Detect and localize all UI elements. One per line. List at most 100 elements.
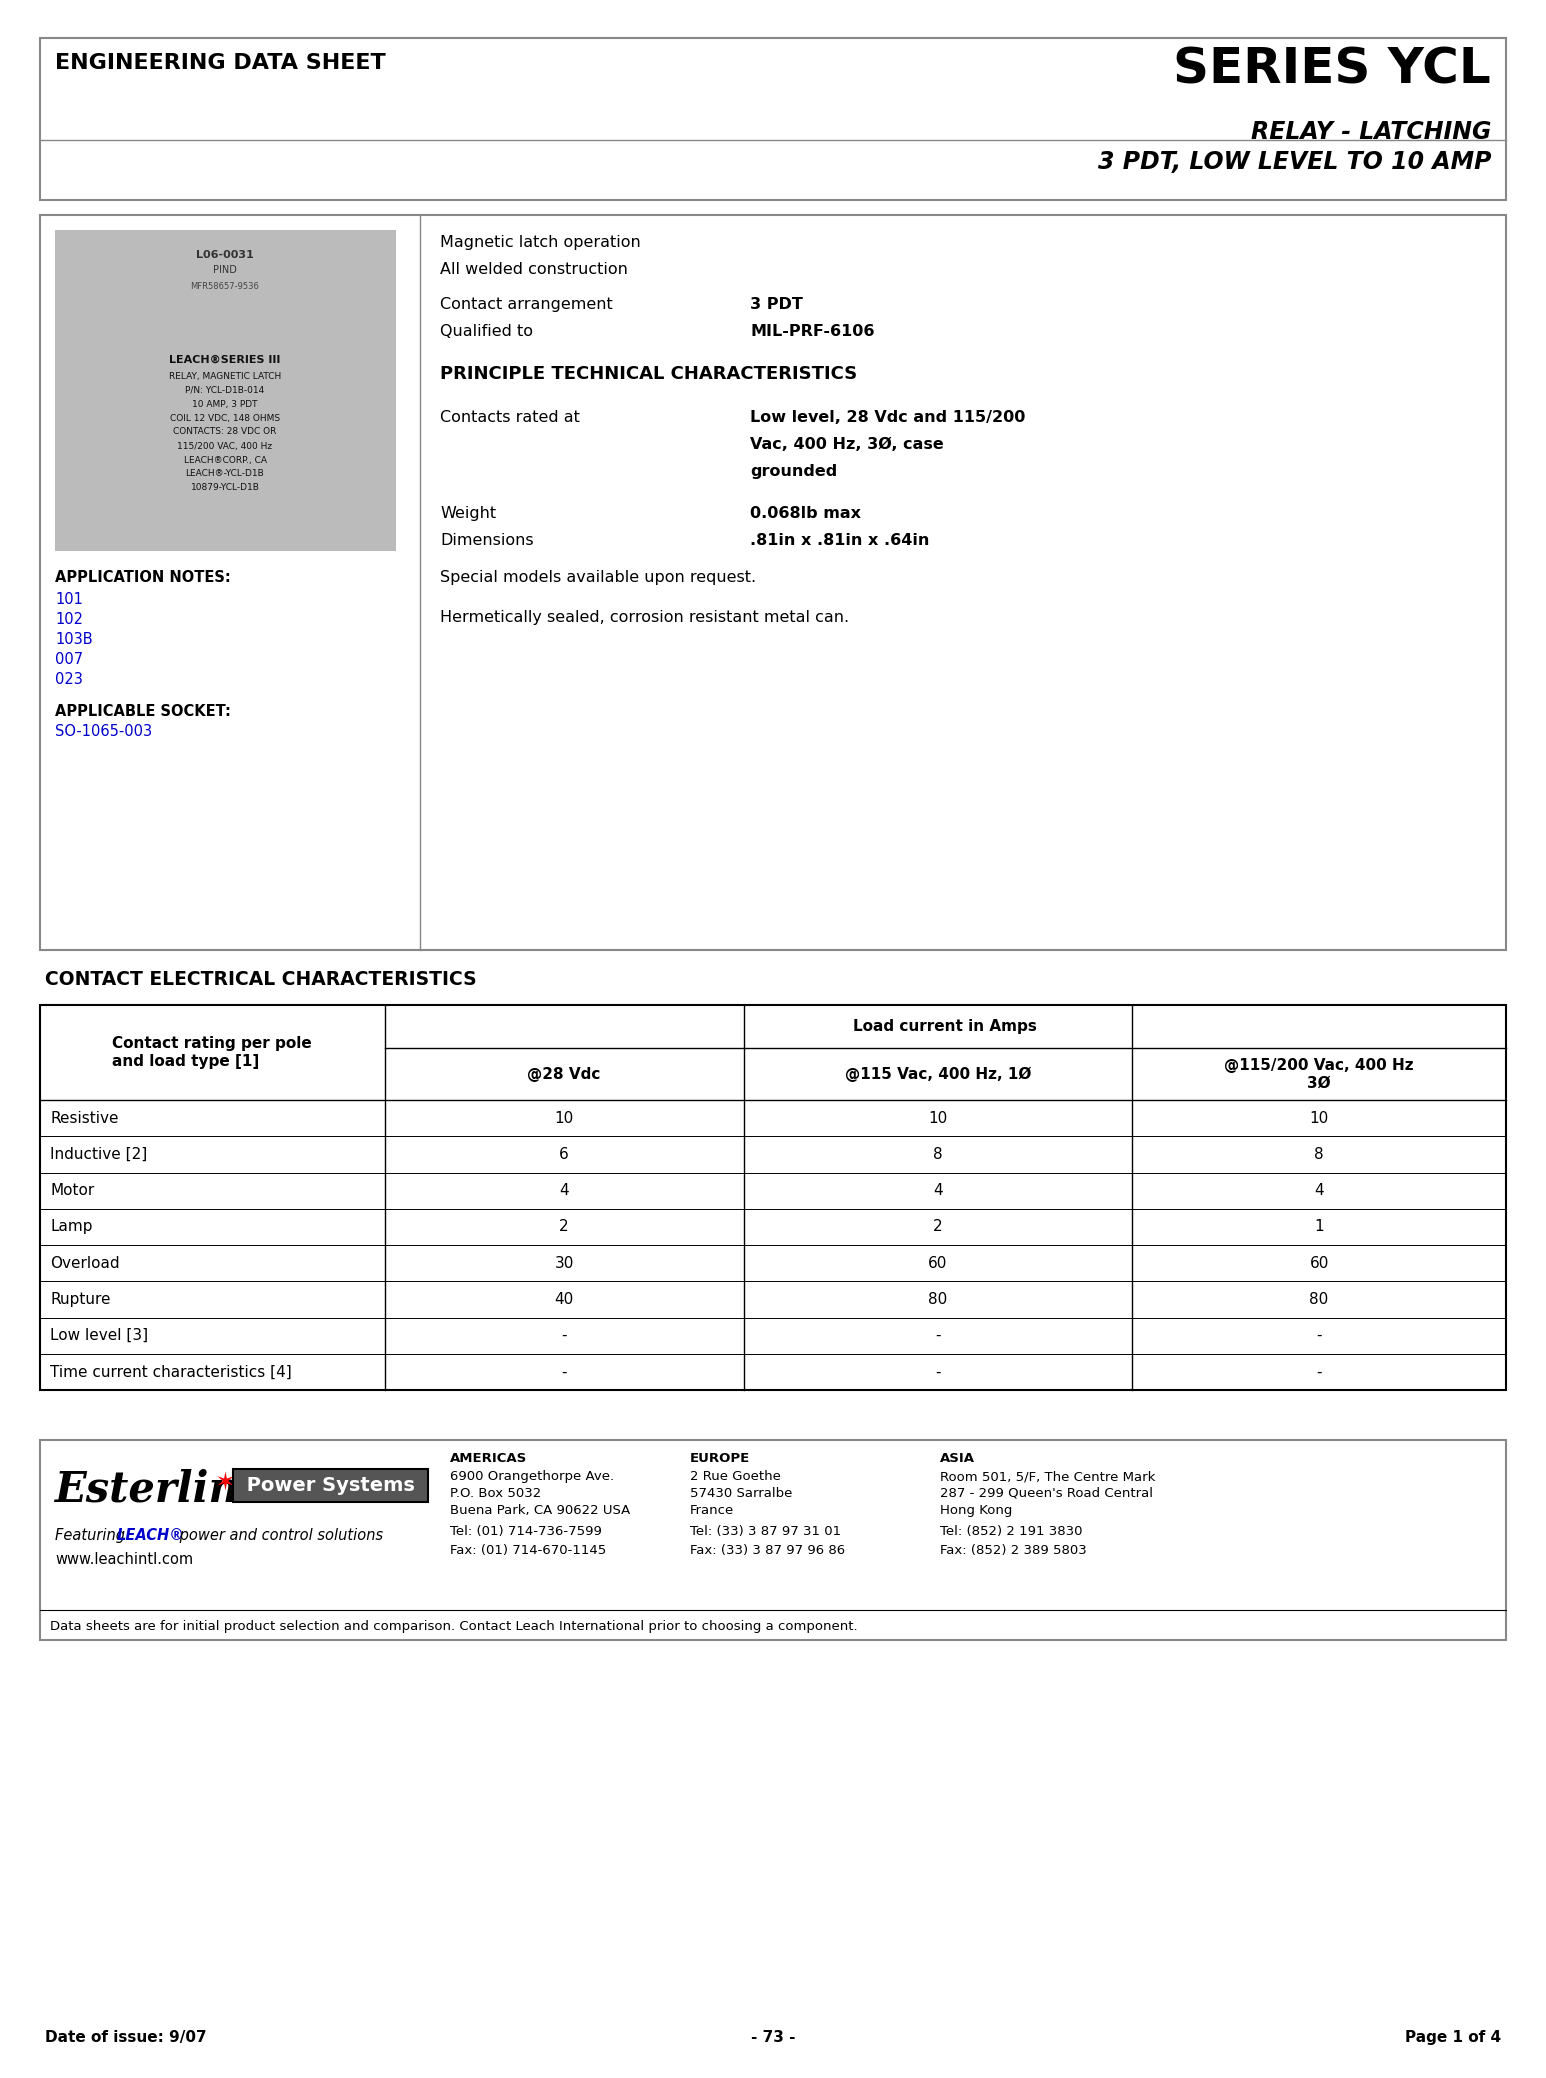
Text: EUROPE: EUROPE: [690, 1453, 750, 1465]
Text: 4: 4: [934, 1182, 943, 1199]
Text: 8: 8: [934, 1147, 943, 1162]
Text: P/N: YCL-D1B-014: P/N: YCL-D1B-014: [186, 387, 264, 395]
Text: Featuring: Featuring: [56, 1527, 130, 1544]
Text: Vac, 400 Hz, 3Ø, case: Vac, 400 Hz, 3Ø, case: [750, 436, 943, 453]
Text: Weight: Weight: [441, 507, 496, 522]
Text: 3 PDT: 3 PDT: [750, 297, 802, 312]
Text: 80: 80: [928, 1293, 948, 1307]
Text: 60: 60: [928, 1255, 948, 1270]
Text: - 73 -: - 73 -: [751, 2030, 795, 2045]
Text: Dimensions: Dimensions: [441, 532, 533, 549]
Text: 10 AMP, 3 PDT: 10 AMP, 3 PDT: [192, 399, 258, 409]
Text: -: -: [561, 1365, 567, 1380]
Text: Fax: (33) 3 87 97 96 86: Fax: (33) 3 87 97 96 86: [690, 1544, 846, 1556]
Text: Date of issue: 9/07: Date of issue: 9/07: [45, 2030, 207, 2045]
Text: 4: 4: [1314, 1182, 1323, 1199]
Text: ASIA: ASIA: [940, 1453, 976, 1465]
Text: 2: 2: [560, 1220, 569, 1234]
Text: 2 Rue Goethe: 2 Rue Goethe: [690, 1469, 781, 1484]
Text: 2: 2: [934, 1220, 943, 1234]
Text: Rupture: Rupture: [49, 1293, 110, 1307]
Text: SO-1065-003: SO-1065-003: [56, 723, 152, 740]
Text: ENGINEERING DATA SHEET: ENGINEERING DATA SHEET: [56, 54, 386, 73]
Text: APPLICABLE SOCKET:: APPLICABLE SOCKET:: [56, 704, 230, 719]
Text: Contacts rated at: Contacts rated at: [441, 409, 580, 426]
Text: L06-0031: L06-0031: [196, 249, 254, 260]
Text: Hong Kong: Hong Kong: [940, 1504, 1013, 1517]
Text: Overload: Overload: [49, 1255, 119, 1270]
Text: 30: 30: [555, 1255, 574, 1270]
Bar: [40, 1006, 1506, 1390]
Text: 103B: 103B: [56, 632, 93, 646]
Text: 6900 Orangethorpe Ave.: 6900 Orangethorpe Ave.: [450, 1469, 614, 1484]
Bar: [56, 231, 394, 551]
Text: P.O. Box 5032: P.O. Box 5032: [450, 1488, 541, 1500]
Text: Lamp: Lamp: [49, 1220, 93, 1234]
Text: 3 PDT, LOW LEVEL TO 10 AMP: 3 PDT, LOW LEVEL TO 10 AMP: [1098, 150, 1490, 175]
Text: 101: 101: [56, 592, 83, 607]
Text: 57430 Sarralbe: 57430 Sarralbe: [690, 1488, 793, 1500]
Bar: [40, 1440, 1506, 1640]
Text: 40: 40: [555, 1293, 574, 1307]
Text: RELAY - LATCHING: RELAY - LATCHING: [1251, 121, 1490, 143]
Text: 10: 10: [928, 1110, 948, 1126]
Text: LEACH®-YCL-D1B: LEACH®-YCL-D1B: [186, 470, 264, 478]
Text: CONTACTS: 28 VDC OR: CONTACTS: 28 VDC OR: [173, 428, 277, 436]
Text: Data sheets are for initial product selection and comparison. Contact Leach Inte: Data sheets are for initial product sele…: [49, 1621, 858, 1633]
Text: All welded construction: All welded construction: [441, 262, 628, 276]
Text: Time current characteristics [4]: Time current characteristics [4]: [49, 1365, 292, 1380]
Text: Esterline: Esterline: [56, 1467, 266, 1511]
Text: 80: 80: [1309, 1293, 1328, 1307]
Text: -: -: [935, 1365, 940, 1380]
Text: RELAY, MAGNETIC LATCH: RELAY, MAGNETIC LATCH: [169, 372, 281, 380]
Text: 10879-YCL-D1B: 10879-YCL-D1B: [190, 484, 260, 492]
Text: -: -: [561, 1328, 567, 1342]
Text: Power Systems: Power Systems: [240, 1475, 422, 1494]
Text: 023: 023: [56, 671, 83, 688]
Text: PRINCIPLE TECHNICAL CHARACTERISTICS: PRINCIPLE TECHNICAL CHARACTERISTICS: [441, 366, 856, 382]
Text: LEACH®: LEACH®: [117, 1527, 186, 1544]
Text: MIL-PRF-6106: MIL-PRF-6106: [750, 324, 875, 339]
Text: Qualified to: Qualified to: [441, 324, 533, 339]
Text: France: France: [690, 1504, 734, 1517]
Text: -: -: [1316, 1365, 1322, 1380]
Text: Low level [3]: Low level [3]: [49, 1328, 148, 1342]
Text: Contact rating per pole
and load type [1]: Contact rating per pole and load type [1…: [113, 1037, 312, 1068]
Bar: [40, 214, 1506, 950]
Text: @115 Vac, 400 Hz, 1Ø: @115 Vac, 400 Hz, 1Ø: [844, 1066, 1031, 1083]
Text: Magnetic latch operation: Magnetic latch operation: [441, 235, 640, 249]
Text: grounded: grounded: [750, 463, 838, 480]
Text: 0.068lb max: 0.068lb max: [750, 507, 861, 522]
Text: Tel: (01) 714-736-7599: Tel: (01) 714-736-7599: [450, 1525, 601, 1538]
Text: Hermetically sealed, corrosion resistant metal can.: Hermetically sealed, corrosion resistant…: [441, 611, 849, 625]
Text: power and control solutions: power and control solutions: [175, 1527, 383, 1544]
Text: 60: 60: [1309, 1255, 1328, 1270]
Text: Buena Park, CA 90622 USA: Buena Park, CA 90622 USA: [450, 1504, 631, 1517]
Text: Load current in Amps: Load current in Amps: [853, 1018, 1037, 1035]
Text: Fax: (01) 714-670-1145: Fax: (01) 714-670-1145: [450, 1544, 606, 1556]
Text: 4: 4: [560, 1182, 569, 1199]
Bar: [40, 37, 1506, 199]
Text: 10: 10: [555, 1110, 574, 1126]
Text: 10: 10: [1309, 1110, 1328, 1126]
Text: 8: 8: [1314, 1147, 1323, 1162]
Text: Tel: (33) 3 87 97 31 01: Tel: (33) 3 87 97 31 01: [690, 1525, 841, 1538]
Text: COIL 12 VDC, 148 OHMS: COIL 12 VDC, 148 OHMS: [170, 414, 280, 422]
Text: @28 Vdc: @28 Vdc: [527, 1066, 601, 1081]
Text: .81in x .81in x .64in: .81in x .81in x .64in: [750, 532, 929, 549]
Text: AMERICAS: AMERICAS: [450, 1453, 527, 1465]
Text: SERIES YCL: SERIES YCL: [1173, 46, 1490, 94]
Text: Page 1 of 4: Page 1 of 4: [1405, 2030, 1501, 2045]
Text: @115/200 Vac, 400 Hz
3Ø: @115/200 Vac, 400 Hz 3Ø: [1224, 1058, 1415, 1091]
Text: APPLICATION NOTES:: APPLICATION NOTES:: [56, 569, 230, 586]
Text: Contact arrangement: Contact arrangement: [441, 297, 612, 312]
Text: 1: 1: [1314, 1220, 1323, 1234]
Text: LEACH®CORP., CA: LEACH®CORP., CA: [184, 455, 266, 465]
Text: Low level, 28 Vdc and 115/200: Low level, 28 Vdc and 115/200: [750, 409, 1025, 426]
Text: 102: 102: [56, 613, 83, 628]
Text: www.leachintl.com: www.leachintl.com: [56, 1552, 193, 1567]
Text: LEACH®SERIES III: LEACH®SERIES III: [170, 355, 281, 366]
Text: 6: 6: [560, 1147, 569, 1162]
Text: CONTACT ELECTRICAL CHARACTERISTICS: CONTACT ELECTRICAL CHARACTERISTICS: [45, 970, 476, 989]
Text: 115/200 VAC, 400 Hz: 115/200 VAC, 400 Hz: [178, 441, 272, 451]
